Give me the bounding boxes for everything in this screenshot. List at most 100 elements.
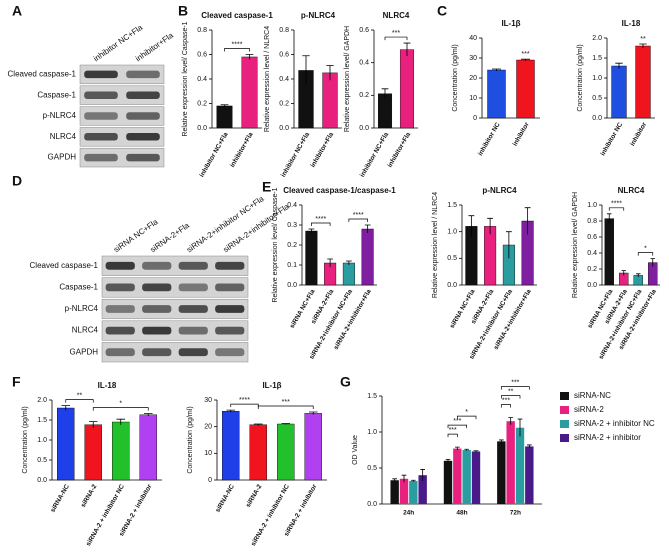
error-bar [401, 474, 407, 483]
bar [515, 427, 525, 504]
significance-label: * [119, 400, 122, 407]
y-tick-label: 0.4 [359, 60, 369, 67]
error-bar [521, 58, 530, 61]
blot-band [178, 283, 208, 292]
error-bar [411, 479, 416, 482]
y-axis-label: Relative expression level/ GAPDH [344, 26, 351, 132]
bar [222, 411, 240, 481]
significance-label: * [465, 409, 468, 416]
bar [139, 414, 157, 481]
significance-bracket [92, 407, 149, 411]
blot-band [126, 112, 160, 120]
y-tick-label: 0.5 [592, 95, 602, 102]
significance-bracket [500, 404, 512, 408]
blot-band [105, 348, 135, 357]
y-tick-label: 0.8 [587, 218, 597, 225]
legend-swatch [560, 406, 569, 414]
y-tick-label: 0.2 [279, 100, 289, 107]
bar [471, 451, 481, 504]
x-tick-label: 48h [456, 510, 467, 517]
y-tick-label: 0.5 [447, 255, 457, 262]
blot-row-label: p-NLRC4 [43, 111, 77, 120]
panel-label: B [178, 3, 188, 19]
error-bar [524, 207, 531, 235]
bar [390, 480, 399, 504]
blot-strip [101, 298, 249, 320]
blot-band [84, 133, 118, 141]
error-bar [473, 450, 479, 453]
y-tick-label: 1.5 [37, 417, 47, 424]
y-tick-label: 2.0 [37, 397, 47, 404]
error-bar [364, 224, 371, 233]
y-tick-label: 1.0 [447, 229, 457, 236]
y-tick-label: 20 [204, 424, 212, 431]
bar [241, 56, 258, 129]
error-bar [517, 418, 523, 437]
error-bar [345, 260, 352, 265]
panel-label: C [437, 3, 447, 19]
significance-label: **** [611, 201, 622, 208]
significance-label: *** [449, 427, 457, 434]
bar [277, 423, 295, 481]
y-tick-label: 1.5 [367, 393, 377, 400]
y-tick-label: 0.0 [587, 282, 597, 289]
error-bar [420, 469, 425, 481]
bar [525, 446, 534, 504]
panel-label: D [12, 173, 22, 189]
y-tick-label: 0.2 [359, 92, 369, 99]
blot-band [142, 283, 172, 292]
y-tick-label: 0.4 [587, 250, 597, 257]
error-bar [508, 417, 513, 425]
y-tick-label: 0.0 [359, 125, 369, 132]
y-axis-label: Relative expression level/ Caspase-1 [272, 187, 279, 302]
y-tick-label: 30 [204, 397, 212, 404]
blot-band [105, 305, 135, 313]
y-tick-label: 0.6 [279, 51, 289, 58]
error-bar [281, 423, 291, 425]
blot-band [215, 283, 245, 292]
blot-band [215, 348, 245, 357]
bar [304, 413, 322, 481]
y-tick-label: 20 [469, 75, 477, 82]
panel-label: G [340, 374, 351, 390]
y-tick-label: 1.0 [587, 202, 597, 209]
error-bar [464, 448, 469, 451]
blot-row-label: GAPDH [48, 153, 77, 162]
y-tick-label: 0.2 [197, 100, 207, 107]
error-bar [492, 68, 501, 71]
error-bar [636, 273, 641, 277]
error-bar [143, 413, 153, 416]
significance-label: **** [239, 397, 250, 404]
y-axis-label: Concentration (pg/ml) [187, 406, 194, 473]
significance-bracket [447, 433, 458, 438]
blot-band [142, 305, 172, 313]
blot-band [84, 153, 118, 162]
significance-bracket [230, 403, 259, 408]
bar [216, 105, 233, 129]
significance-label: **** [232, 41, 243, 48]
blot-row-label: Cleaved caspase-1 [8, 70, 77, 79]
blot-band [126, 70, 160, 79]
y-tick-label: 1.0 [592, 75, 602, 82]
blot-band [178, 261, 208, 270]
legend-swatch [560, 420, 569, 428]
y-tick-label: 0.0 [279, 125, 289, 132]
error-bar [392, 478, 397, 482]
y-tick-label: 0.0 [447, 282, 457, 289]
y-tick-label: 0.8 [279, 27, 289, 34]
significance-bracket [500, 395, 521, 399]
y-tick-label: 0.0 [37, 477, 47, 484]
significance-label: **** [353, 212, 364, 219]
bar [604, 218, 614, 286]
significance-label: *** [282, 399, 290, 406]
panel-label: E [262, 179, 271, 195]
blot-band [142, 326, 172, 335]
blot-row-label: Caspase-1 [37, 90, 76, 99]
bar [112, 421, 130, 481]
blot-band [105, 326, 135, 335]
blot-strip [79, 127, 165, 147]
error-bar [615, 62, 623, 69]
y-tick-label: 1.0 [367, 429, 377, 436]
error-bar [226, 409, 236, 413]
